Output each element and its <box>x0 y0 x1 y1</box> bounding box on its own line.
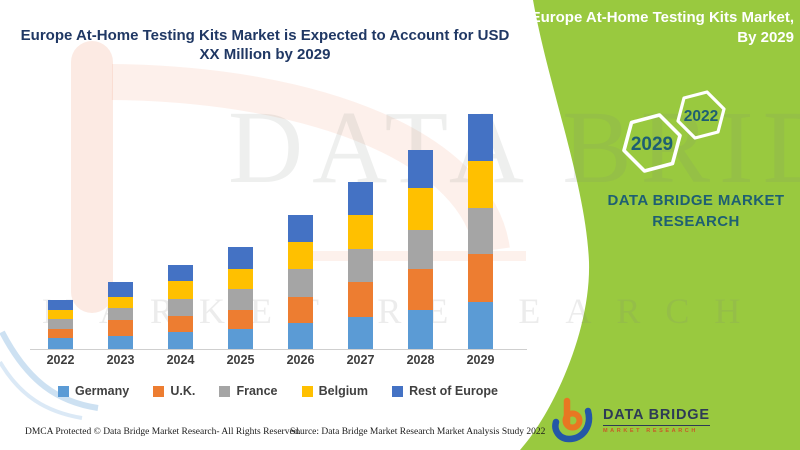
stacked-bar-2024 <box>168 265 193 349</box>
chart-legend: Germany U.K. France Belgium Rest of Europe <box>58 384 498 398</box>
bar-segment-2027-germany <box>348 317 373 349</box>
bar-segment-2022-u-k- <box>48 329 73 338</box>
bar-segment-2022-rest-of-europe <box>48 300 73 310</box>
x-axis-label-2025: 2025 <box>226 353 255 367</box>
bar-segment-2022-france <box>48 319 73 329</box>
brand-wordmark-line2: RESEARCH <box>652 213 740 230</box>
legend-item-france: France <box>219 384 277 398</box>
bar-segment-2023-rest-of-europe <box>108 282 133 297</box>
legend-swatch-icon <box>392 385 404 397</box>
legend-label: Germany <box>75 384 130 398</box>
stacked-bar-2023 <box>108 282 133 349</box>
bar-segment-2029-germany <box>468 302 493 349</box>
hexagon-2022-label: 2022 <box>684 108 718 125</box>
panel-title: Europe At-Home Testing Kits Market, By 2… <box>524 8 794 48</box>
stacked-bar-2027 <box>348 182 373 349</box>
panel-title-line2: By 2029 <box>737 29 794 46</box>
bar-segment-2024-france <box>168 299 193 316</box>
legend-swatch-icon <box>153 385 165 397</box>
bar-segment-2027-u-k- <box>348 282 373 317</box>
x-axis-line <box>30 349 527 350</box>
bar-segment-2025-u-k- <box>228 310 253 329</box>
hexagon-2029-label: 2029 <box>631 134 673 155</box>
legend-item-germany: Germany <box>58 384 129 398</box>
year-hexagons: 2029 2022 <box>622 90 726 173</box>
bar-segment-2026-rest-of-europe <box>288 215 313 242</box>
brand-wordmark-line1: DATA BRIDGE MARKET <box>607 192 785 209</box>
plot-area <box>30 114 527 350</box>
x-axis-label-2023: 2023 <box>106 353 135 367</box>
x-axis-label-2026: 2026 <box>286 353 315 367</box>
legend-label: U.K. <box>170 384 196 398</box>
bar-segment-2024-belgium <box>168 281 193 299</box>
stacked-bar-2025 <box>228 247 253 349</box>
legend-swatch-icon <box>58 385 69 397</box>
company-logo-icon <box>552 397 593 443</box>
bar-segment-2023-france <box>108 308 133 320</box>
bar-segment-2029-france <box>468 208 493 254</box>
bar-segment-2027-belgium <box>348 215 373 249</box>
hexagon-2029-icon <box>622 113 682 173</box>
legend-swatch-icon <box>301 385 313 397</box>
bar-segment-2024-u-k- <box>168 316 193 332</box>
legend-item-rest-of-europe: Rest of Europe <box>392 384 498 398</box>
bar-segment-2026-u-k- <box>288 297 313 323</box>
legend-item-belgium: Belgium <box>301 384 368 398</box>
legend-label: Rest of Europe <box>409 384 498 398</box>
bar-segment-2028-belgium <box>408 188 433 230</box>
stacked-bar-2029 <box>468 114 493 349</box>
bar-segment-2028-germany <box>408 310 433 349</box>
x-axis-label-2029: 2029 <box>466 353 495 367</box>
x-axis-label-2022: 2022 <box>46 353 75 367</box>
bar-segment-2025-france <box>228 289 253 310</box>
company-logo-title: DATA BRIDGE <box>603 407 710 426</box>
bar-segment-2026-belgium <box>288 242 313 269</box>
legend-swatch-icon <box>219 385 231 397</box>
bar-segment-2024-rest-of-europe <box>168 265 193 281</box>
legend-label: Belgium <box>318 384 368 398</box>
x-axis-label-2028: 2028 <box>406 353 435 367</box>
dmca-notice: DMCA Protected © Data Bridge Market Rese… <box>25 427 301 437</box>
bar-segment-2028-rest-of-europe <box>408 150 433 188</box>
x-axis-label-2024: 2024 <box>166 353 195 367</box>
chart-title-line1: Europe At-Home Testing Kits Market is Ex… <box>20 27 510 44</box>
panel-title-line1: Europe At-Home Testing Kits Market, <box>530 9 794 26</box>
stacked-bar-2022 <box>48 300 73 349</box>
hexagon-2022-icon <box>676 90 726 140</box>
bar-segment-2029-rest-of-europe <box>468 114 493 161</box>
bar-segment-2029-belgium <box>468 161 493 208</box>
bar-segment-2025-rest-of-europe <box>228 247 253 269</box>
chart-title: Europe At-Home Testing Kits Market is Ex… <box>15 26 515 64</box>
bar-segment-2027-france <box>348 249 373 282</box>
bar-segment-2025-belgium <box>228 269 253 289</box>
bar-segment-2026-france <box>288 269 313 297</box>
watermark-text-marketresearch: MARKET RESEARCH <box>42 291 766 331</box>
stacked-bar-2028 <box>408 150 433 349</box>
bar-segment-2029-u-k- <box>468 254 493 302</box>
bar-segment-2028-u-k- <box>408 269 433 310</box>
legend-item-u-k-: U.K. <box>153 384 195 398</box>
x-axis-label-2027: 2027 <box>346 353 375 367</box>
bar-segment-2025-germany <box>228 329 253 349</box>
bar-segment-2024-germany <box>168 332 193 349</box>
bar-segment-2023-u-k- <box>108 320 133 336</box>
watermark-text-databridge: DATA BRIDGE <box>228 90 800 205</box>
source-notice: Source: Data Bridge Market Research Mark… <box>290 427 546 437</box>
brand-wordmark: DATA BRIDGE MARKET RESEARCH <box>590 190 800 232</box>
company-logo-subtitle: MARKET RESEARCH <box>603 427 698 434</box>
company-logo-text: DATA BRIDGE MARKET RESEARCH <box>603 407 710 434</box>
bar-segment-2022-germany <box>48 338 73 349</box>
bar-segment-2023-germany <box>108 336 133 349</box>
bar-segment-2027-rest-of-europe <box>348 182 373 215</box>
legend-label: France <box>236 384 278 398</box>
chart-title-line2: XX Million by 2029 <box>199 46 331 63</box>
bar-segment-2026-germany <box>288 323 313 349</box>
bar-segment-2023-belgium <box>108 297 133 308</box>
bar-segment-2028-france <box>408 230 433 269</box>
company-logo: DATA BRIDGE MARKET RESEARCH <box>551 396 710 444</box>
bar-segment-2022-belgium <box>48 310 73 319</box>
stacked-bar-2026 <box>288 215 313 349</box>
